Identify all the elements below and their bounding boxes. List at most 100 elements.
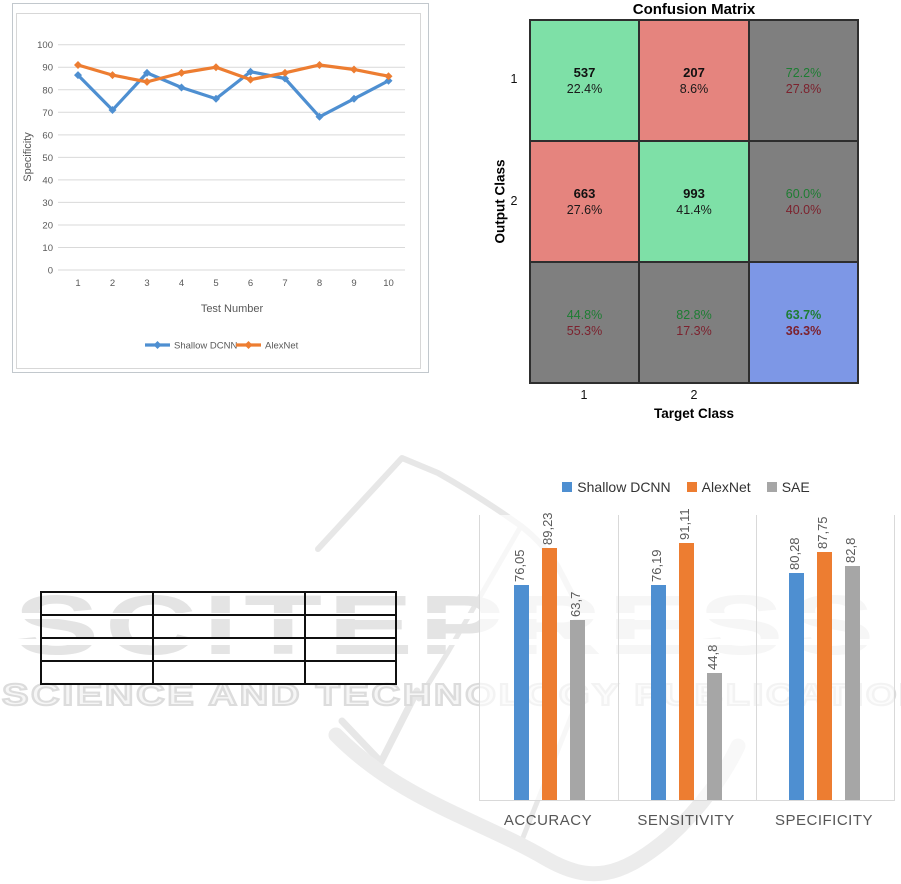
y-tick-label: 30 (42, 198, 53, 209)
cm-cell-3-2: 82.8% 17.3% (640, 263, 748, 382)
cm-col-label-2: 2 (690, 388, 698, 402)
x-tick-label: 2 (110, 278, 115, 289)
bar-sensitivity-SAE (707, 673, 722, 800)
bar-sensitivity-AlexNet (679, 543, 694, 800)
data-point-marker (74, 60, 82, 69)
results-table (40, 591, 397, 685)
bar-specificity-AlexNet (817, 552, 832, 800)
bar-value-label: 76,19 (649, 549, 664, 582)
cm-cell-2-1: 663 27.6% (531, 142, 638, 261)
data-point-marker (246, 75, 255, 84)
bar-accuracy-SAE (570, 620, 585, 800)
data-point-marker (350, 65, 358, 74)
data-point-marker (315, 112, 324, 121)
bar-specificity-Shallow DCNN (789, 573, 804, 800)
cm-cell-secondary-value: 27.8% (785, 81, 822, 96)
data-point-marker (244, 341, 253, 349)
results-table-grid (40, 591, 397, 685)
x-tick-label: 10 (383, 278, 394, 289)
table-cell (40, 637, 154, 662)
bar-value-label: 76,05 (512, 549, 527, 582)
cm-cell-secondary-value: 40.0% (785, 202, 822, 217)
x-tick-label: 4 (179, 278, 184, 289)
cm-row-label-2: 2 (510, 194, 518, 208)
category-label-accuracy: ACCURACY (503, 812, 593, 829)
data-point-marker (108, 71, 117, 80)
data-point-marker (177, 83, 186, 92)
target-class-axis-label: Target Class (653, 406, 735, 421)
line-chart-svg: 0 10 20 30 40 50 60 70 80 90 100 1 2 3 4 5 6 7 8 9 10 Test Nu… (22, 40, 405, 352)
bar-specificity-SAE (845, 566, 860, 800)
y-tick-label: 90 (42, 63, 53, 74)
cm-cell-primary-value: 72.2% (785, 65, 822, 80)
data-point-marker (384, 76, 393, 85)
data-point-marker (108, 106, 117, 115)
cm-cell-2-2: 993 41.4% (640, 142, 748, 261)
series-line-AlexNet (76, 63, 391, 84)
confusion-matrix-grid: 537 22.4% 207 8.6% 72.2% 27.8% 663 27.6% 993 41.4… (529, 19, 859, 384)
cm-cell-2-3: 60.0% 40.0% (750, 142, 857, 261)
cm-cell-1-2: 207 8.6% (640, 21, 748, 140)
cm-cell-secondary-value: 8.6% (679, 81, 709, 96)
table-cell (152, 614, 306, 639)
table-cell (304, 637, 397, 662)
y-axis-title: Specificity (22, 132, 34, 182)
legend-label: AlexNet (701, 479, 751, 495)
x-tick-label: 6 (248, 278, 253, 289)
category-label-specificity: SPECIFICITY (774, 812, 873, 829)
y-tick-label: 80 (42, 85, 53, 96)
data-point-marker (281, 74, 289, 83)
cm-cell-primary-value: 663 (573, 185, 596, 201)
legend-item-AlexNet: AlexNet (686, 479, 751, 495)
data-point-marker (143, 77, 151, 86)
x-tick-label: 8 (317, 278, 322, 289)
y-tick-label: 100 (37, 40, 53, 51)
table-cell (152, 591, 306, 616)
table-cell (152, 637, 306, 662)
bar-sensitivity-Shallow DCNN (651, 585, 666, 800)
cm-cell-primary-value: 207 (683, 64, 705, 80)
legend-label: Shallow DCNN (577, 479, 671, 495)
bar-chart-category-labels: ACCURACY SENSITIVITY SPECIFICITY (479, 812, 893, 829)
category-separator (618, 515, 619, 800)
data-point-marker (177, 68, 186, 77)
y-tick-label: 10 (42, 243, 53, 254)
table-cell (304, 614, 397, 639)
y-tick-label: 40 (42, 175, 53, 186)
cm-cell-3-1: 44.8% 55.3% (531, 263, 638, 382)
metrics-bar-chart-plot: 76,05 89,23 63,7 76,19 91,11 44,8 80,28 87,75 82… (479, 508, 895, 801)
data-point-marker (315, 60, 324, 69)
watermark-stencil-stripe (8, 639, 893, 645)
category-separator (756, 515, 757, 800)
cm-cell-primary-value: 44.8% (566, 307, 603, 322)
data-point-marker (74, 71, 82, 80)
bar-value-label: 44,8 (705, 644, 720, 670)
legend-item-SAE: SAE (766, 479, 810, 495)
data-point-marker (384, 72, 393, 81)
y-tick-label: 70 (42, 108, 53, 119)
x-axis-title: Test Number (201, 303, 264, 315)
cm-cell-primary-value: 537 (573, 64, 596, 80)
legend-item-Shallow DCNN: Shallow DCNN (562, 479, 671, 495)
cm-cell-3-3: 63.7% 36.3% (750, 263, 857, 382)
data-point-marker (143, 68, 151, 77)
cm-cell-secondary-value: 41.4% (676, 202, 712, 217)
watermark-stencil-stripe (8, 613, 893, 619)
table-cell (152, 660, 306, 685)
bar-value-label: 80,28 (787, 537, 802, 570)
cm-row-label-1: 1 (510, 72, 518, 86)
x-tick-label: 1 (75, 278, 80, 289)
specificity-line-chart-panel: 0 10 20 30 40 50 60 70 80 90 100 1 2 3 4 5 6 7 8 9 10 Test Nu… (12, 3, 429, 373)
bar-value-label: 63,7 (568, 591, 583, 617)
bar-chart-legend: Shallow DCNN AlexNet SAE (479, 478, 893, 496)
series-line-Shallow DCNN (76, 70, 391, 119)
table-cell (40, 660, 154, 685)
data-point-marker (350, 94, 358, 103)
data-point-marker (153, 341, 162, 349)
confusion-matrix-title: Confusion Matrix (632, 1, 756, 18)
x-tick-label: 7 (282, 278, 287, 289)
data-point-marker (212, 63, 220, 72)
cm-col-label-1: 1 (580, 388, 588, 402)
cm-cell-secondary-value: 22.4% (566, 81, 603, 96)
table-cell (40, 591, 154, 616)
